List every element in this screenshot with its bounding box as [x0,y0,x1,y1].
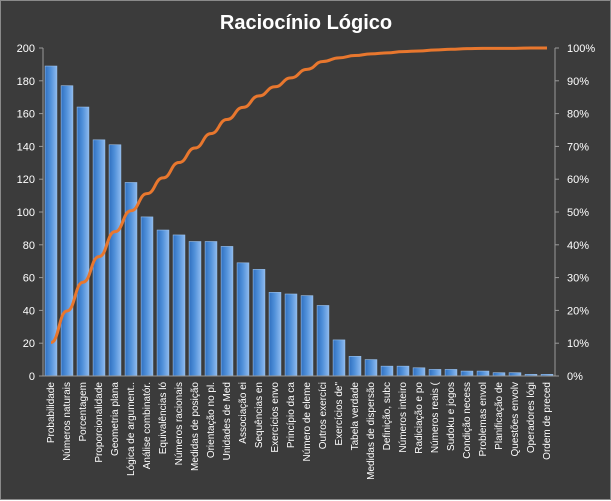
y2-tick-label: 30% [567,273,589,285]
bar [380,365,394,377]
bar [444,369,458,377]
chart-title: Raciocínio Lógico [220,12,392,34]
bar [108,144,122,377]
category-label: Definição, subc [382,382,393,450]
category-label: Sequências en [254,382,265,448]
y-tick-label: 100 [17,207,35,219]
category-label: Condição necess [462,382,473,459]
bar [188,241,202,377]
bar [332,339,346,377]
category-label: Probabilidade [46,382,57,444]
y2-tick-label: 80% [567,109,589,121]
category-label: Operadores lógi [526,382,537,453]
bar [140,216,154,377]
bar [156,229,170,377]
bar [236,262,250,377]
bar [412,367,426,377]
right-axis-ticks: 0% 10% 20% 30% 40% 50% 60% 70% 80% 90% 100% [555,43,595,383]
bar [60,85,74,377]
bar [476,370,490,377]
category-label: Associação ei [238,382,249,444]
y-tick-label: 120 [17,174,35,186]
y-tick-label: 40 [23,305,35,317]
category-label: Sudoku e jogos [446,382,457,451]
bar [364,359,378,377]
bar [316,305,330,377]
y-tick-label: 160 [17,109,35,121]
y2-tick-label: 20% [567,305,589,317]
category-label: Planificação de [494,382,505,450]
bar [428,369,442,377]
y-tick-label: 200 [17,43,35,55]
category-label: Números inteiro [398,382,409,453]
category-label: Análise combinatór. [142,382,153,469]
bar [396,365,410,377]
category-label: Unidades de Med [222,382,233,460]
bar [284,293,298,377]
y-tick-label: 0 [29,371,35,383]
category-label: Números racionais [174,382,185,465]
category-label: Números reais ( [430,381,441,453]
bar [252,269,266,377]
bar [172,234,186,377]
y2-tick-label: 60% [567,174,589,186]
y2-tick-label: 100% [567,43,595,55]
y-tick-label: 180 [17,76,35,88]
bar [268,292,282,377]
category-label: Exercícios de" [334,382,345,446]
cumulative-percent-line [50,46,547,345]
y-tick-label: 20 [23,338,35,350]
bar [460,370,474,377]
category-label: Lógica de argument.. [126,382,137,476]
y2-tick-label: 40% [567,240,589,252]
category-label: Geometria plana [110,382,121,456]
category-label: Princípio da ca [286,382,297,449]
y-tick-label: 80 [23,240,35,252]
category-label: Outros exercíci [318,382,329,449]
category-label: Exercícios envo [270,382,281,453]
category-label: Números naturais [62,382,73,461]
y2-tick-label: 90% [567,76,589,88]
category-label: Número de eleme [302,382,313,462]
bar [76,106,90,377]
y2-tick-label: 0% [567,371,583,383]
category-label: Ordem de preced [542,382,553,460]
bar [204,241,218,377]
category-label: Proporcionalidade [94,382,105,463]
y2-tick-label: 70% [567,141,589,153]
y-tick-label: 60 [23,273,35,285]
category-label: Porcentagem [78,382,89,441]
bar-series [44,65,554,377]
y-tick-label: 140 [17,141,35,153]
bar [348,356,362,377]
bar [44,65,58,377]
category-label: Equivalências ló [158,382,169,455]
left-axis-ticks: 0 20 40 60 80 100 120 140 160 180 200 [17,43,43,383]
category-label: Tabela verdade [350,382,361,451]
category-label: Orientação no pl. [206,382,217,458]
category-label: Questões envolv [510,382,521,457]
category-label: Problemas envol [478,382,489,456]
y2-tick-label: 50% [567,207,589,219]
category-label: Medidas de posição [190,382,201,471]
bar [300,295,314,377]
category-label: Medidas de dispersão [366,382,377,480]
category-labels: Probabilidade Números naturais Porcentagem… [46,381,553,480]
category-label: Radiciação e po [414,382,425,454]
bar [220,246,234,377]
y2-tick-label: 10% [567,338,589,350]
